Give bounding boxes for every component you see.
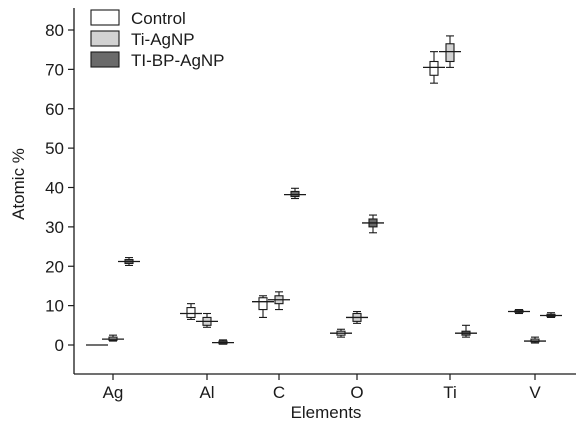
x-tick-label: V [529, 383, 541, 402]
iqr-box [186, 307, 196, 318]
box-ti-bp-agnp-c [284, 187, 306, 200]
box-ti-agnp-o [346, 310, 368, 324]
box-ti-agnp-ti [439, 35, 461, 68]
box-ti-bp-agnp-ti [455, 324, 477, 338]
x-axis-title: Elements [291, 403, 362, 422]
legend-label: Ti-AgNP [131, 30, 195, 49]
x-tick-label: C [273, 383, 285, 402]
y-tick-label: 40 [45, 179, 64, 198]
box-control-al [180, 303, 202, 320]
legend-swatch [90, 9, 120, 26]
y-axis-title: Atomic % [9, 148, 28, 220]
legend-label: TI-BP-AgNP [131, 51, 225, 70]
x-tick-label: Al [199, 383, 214, 402]
legend-label: Control [131, 9, 186, 28]
box-control-c [252, 295, 274, 318]
box-control-o [330, 328, 352, 338]
legend-swatch [90, 51, 120, 68]
y-tick-label: 20 [45, 257, 64, 276]
y-tick-label: 0 [55, 336, 64, 355]
y-tick-label: 30 [45, 218, 64, 237]
x-tick-label: Ag [103, 383, 124, 402]
y-tick-label: 80 [45, 21, 64, 40]
legend: Control Ti-AgNP TI-BP-AgNP [90, 9, 225, 70]
x-tick-label: Ti [443, 383, 457, 402]
boxes-layer [86, 35, 562, 346]
box-ti-bp-agnp-ag [118, 257, 140, 267]
box-control-ti [423, 51, 445, 84]
legend-swatch [90, 30, 120, 47]
box-ti-agnp-v [524, 336, 546, 344]
iqr-box [429, 60, 439, 76]
box-ti-bp-agnp-v [540, 312, 562, 318]
box-ti-bp-agnp-al [212, 339, 234, 345]
x-tick-label: O [350, 383, 363, 402]
box-ti-agnp-c [268, 291, 290, 311]
iqr-box [258, 297, 268, 311]
y-tick-label: 50 [45, 139, 64, 158]
iqr-box [445, 43, 455, 63]
y-tick-label: 10 [45, 297, 64, 316]
y-tick-label: 60 [45, 100, 64, 119]
box-ti-bp-agnp-o [362, 214, 384, 234]
box-ti-agnp-ag [102, 334, 124, 342]
axes-layer: 0 10 20 30 40 50 60 70 80 Ag Al C O Ti V [45, 8, 576, 402]
box-ti-agnp-al [196, 312, 218, 328]
y-tick-label: 70 [45, 60, 64, 79]
box-control-v [508, 309, 530, 315]
